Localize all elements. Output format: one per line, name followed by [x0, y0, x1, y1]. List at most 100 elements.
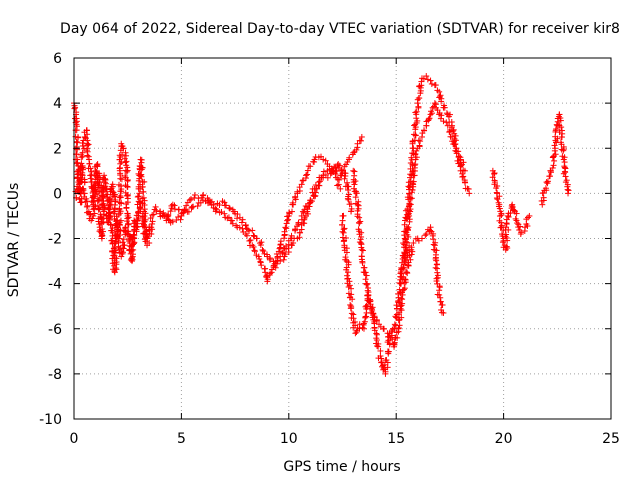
data-point [83, 203, 90, 210]
data-point [443, 110, 450, 117]
data-point [508, 202, 515, 209]
data-point [511, 207, 518, 214]
data-point [96, 221, 103, 228]
data-point [216, 201, 223, 208]
data-point [345, 269, 352, 276]
data-point [97, 184, 104, 191]
data-point [410, 240, 417, 247]
data-point [73, 151, 80, 158]
data-point [408, 244, 415, 251]
data-point [513, 217, 520, 224]
data-point [373, 331, 380, 338]
data-point [414, 117, 421, 124]
data-point [296, 229, 303, 236]
data-point [345, 187, 352, 194]
data-point [431, 100, 438, 107]
data-point [99, 228, 106, 235]
data-point [432, 255, 439, 262]
data-point [226, 205, 233, 212]
data-point [413, 108, 420, 115]
data-point [331, 163, 338, 170]
data-point [383, 357, 390, 364]
data-point [134, 193, 141, 200]
data-point [138, 166, 145, 173]
data-point [103, 191, 110, 198]
data-point [128, 243, 135, 250]
data-point [347, 305, 354, 312]
data-point [258, 262, 265, 269]
y-tick-label: -4 [48, 277, 62, 293]
data-point [86, 160, 93, 167]
data-point [109, 183, 116, 190]
data-point [539, 201, 546, 208]
data-point [273, 260, 280, 267]
data-point [178, 212, 185, 219]
y-tick-label: -6 [48, 322, 62, 338]
data-point [359, 247, 366, 254]
data-point [358, 133, 365, 140]
data-point [160, 213, 167, 220]
data-point [109, 188, 116, 195]
data-point [551, 142, 558, 149]
data-point [135, 193, 142, 200]
data-point [84, 152, 91, 159]
data-point [515, 224, 522, 231]
x-tick-label: 10 [280, 431, 298, 447]
data-point [401, 235, 408, 242]
data-point [139, 184, 146, 191]
data-point [277, 258, 284, 265]
y-tick-label: -8 [48, 367, 62, 383]
data-point [405, 224, 412, 231]
data-point [292, 196, 299, 203]
data-point [436, 88, 443, 95]
data-point [446, 129, 453, 136]
data-point [112, 247, 119, 254]
data-point [437, 115, 444, 122]
data-point [407, 159, 414, 166]
data-point [223, 202, 230, 209]
data-point [416, 142, 423, 149]
data-point [504, 212, 511, 219]
data-point [111, 193, 118, 200]
data-point [346, 154, 353, 161]
data-point [373, 316, 380, 323]
data-point [370, 310, 377, 317]
data-point [277, 241, 284, 248]
data-point [72, 104, 79, 111]
data-point [439, 302, 446, 309]
data-point [427, 227, 434, 234]
data-point [123, 168, 130, 175]
data-point [550, 162, 557, 169]
data-point [112, 198, 119, 205]
data-point [396, 286, 403, 293]
data-point [234, 215, 241, 222]
data-point [501, 242, 508, 249]
data-point [294, 188, 301, 195]
y-tick-label: 4 [53, 96, 62, 112]
data-point [497, 224, 504, 231]
data-point [146, 240, 153, 247]
data-point [456, 153, 463, 160]
data-point [344, 195, 351, 202]
data-point [274, 254, 281, 261]
data-point [399, 296, 406, 303]
data-point [417, 138, 424, 145]
data-point [113, 222, 120, 229]
data-point [92, 182, 99, 189]
data-point [341, 175, 348, 182]
data-point [107, 195, 114, 202]
data-point [266, 256, 273, 263]
data-point [74, 139, 81, 146]
data-point [106, 202, 113, 209]
y-tick-label: 2 [53, 141, 62, 157]
data-point [433, 247, 440, 254]
data-point [432, 264, 439, 271]
data-point [81, 190, 88, 197]
data-point [502, 224, 509, 231]
data-point [362, 269, 369, 276]
data-point [117, 200, 124, 207]
data-point [137, 206, 144, 213]
data-point [117, 217, 124, 224]
data-point [257, 242, 264, 249]
